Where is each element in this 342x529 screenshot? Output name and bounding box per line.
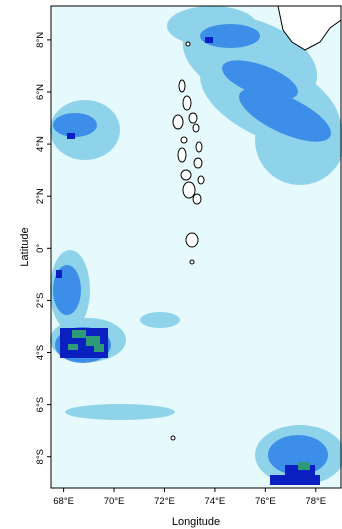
island-outline — [188, 112, 198, 124]
island-outline — [172, 114, 184, 130]
x-tick-label: 70°E — [104, 496, 125, 507]
island-outline — [192, 193, 202, 205]
rain-region — [200, 24, 260, 48]
y-tick-label: 6°N — [35, 84, 46, 100]
rain-region — [239, 88, 331, 142]
x-tick-label: 72°E — [154, 496, 175, 507]
island-outline — [193, 157, 203, 169]
island-outline — [197, 175, 205, 185]
rain-cell — [298, 462, 310, 470]
rain-cell — [270, 475, 320, 485]
x-axis-ticks: 68°E 70°E 72°E 74°E 76°E 78°E — [53, 488, 326, 507]
island-outline — [177, 147, 187, 163]
y-tick-label: 2°S — [35, 293, 46, 308]
island-outline — [180, 136, 188, 144]
island-outline — [189, 259, 195, 265]
x-tick-label: 74°E — [205, 496, 226, 507]
rain-region — [65, 404, 175, 420]
island-outline — [170, 435, 176, 441]
coastline-layer — [170, 5, 342, 441]
rain-cell — [68, 344, 78, 350]
island-outline — [192, 123, 200, 133]
island-outline — [195, 141, 203, 153]
x-axis-title: Longitude — [172, 516, 220, 528]
island-outline — [185, 41, 191, 47]
rain-cell — [67, 133, 75, 139]
x-tick-label: 68°E — [53, 496, 74, 507]
y-tick-label: 2°N — [35, 188, 46, 204]
y-axis-ticks: 8°N 6°N 4°N 2°N 0° 2°S 4°S 6°S 8°S — [35, 32, 51, 464]
y-axis-title: Latitude — [19, 227, 31, 266]
rain-region — [222, 60, 298, 100]
rain-cell — [72, 330, 86, 338]
y-tick-label: 8°N — [35, 32, 46, 48]
rain-region — [53, 113, 97, 137]
y-tick-label: 6°S — [35, 397, 46, 412]
map-frame — [50, 5, 342, 489]
precipitation-field — [50, 6, 342, 488]
x-tick-label: 78°E — [305, 496, 326, 507]
rain-region — [140, 312, 180, 328]
island-outline — [185, 232, 199, 248]
y-tick-label: 4°S — [35, 345, 46, 360]
rain-cell — [86, 336, 100, 346]
rain-cell — [94, 344, 104, 352]
y-tick-label: 4°N — [35, 136, 46, 152]
island-outline — [178, 79, 186, 93]
y-tick-label: 0° — [35, 244, 46, 253]
rain-cell — [205, 37, 213, 43]
island-outline — [182, 181, 196, 199]
y-tick-label: 8°S — [35, 449, 46, 464]
x-tick-label: 76°E — [255, 496, 276, 507]
island-outline — [180, 169, 192, 181]
rain-cell — [56, 270, 62, 278]
island-outline — [182, 95, 192, 111]
